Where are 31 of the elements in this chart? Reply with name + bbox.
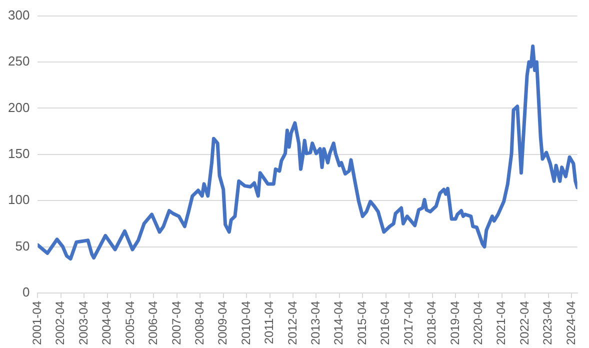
x-tick-label: 2024-04 xyxy=(564,300,578,346)
x-tick-label: 2009-04 xyxy=(216,300,230,346)
x-tick-label: 2011-04 xyxy=(262,300,276,344)
x-tick-label: 2014-04 xyxy=(332,300,346,346)
x-tick-label: 2021-04 xyxy=(494,300,508,346)
x-tick-label: 2007-04 xyxy=(169,300,184,346)
y-tick-label: 50 xyxy=(15,238,30,254)
y-tick-label: 100 xyxy=(8,192,30,208)
x-tick-label: 2015-04 xyxy=(354,300,369,346)
x-tick-label: 2008-04 xyxy=(192,300,206,346)
x-tick-label: 2016-04 xyxy=(378,300,392,346)
x-tick-label: 2013-04 xyxy=(308,300,323,346)
x-tick-label: 2017-04 xyxy=(401,300,416,346)
x-tick-label: 2022-04 xyxy=(517,300,532,346)
y-tick-label: 200 xyxy=(8,100,30,115)
x-tick-label: 2006-04 xyxy=(146,300,160,346)
y-tick-label: 300 xyxy=(8,7,30,22)
x-tick-label: 2012-04 xyxy=(285,300,300,346)
x-tick-label: 2023-04 xyxy=(540,300,555,346)
x-tick-label: 2003-04 xyxy=(76,300,90,346)
x-tick-label: 2018-04 xyxy=(424,300,439,346)
y-tick-label: 150 xyxy=(8,146,30,161)
x-tick-label: 2019-04 xyxy=(448,300,462,346)
x-tick-label: 2002-04 xyxy=(53,300,68,346)
y-tick-label: 0 xyxy=(22,284,30,300)
x-tick-label: 2005-04 xyxy=(122,300,137,346)
x-tick-label: 2001-04 xyxy=(30,300,44,346)
y-tick-label: 250 xyxy=(8,54,30,69)
x-tick-label: 2010-04 xyxy=(238,300,253,346)
x-tick-label: 2020-04 xyxy=(470,300,485,346)
x-tick-label: 2004-04 xyxy=(100,300,114,346)
